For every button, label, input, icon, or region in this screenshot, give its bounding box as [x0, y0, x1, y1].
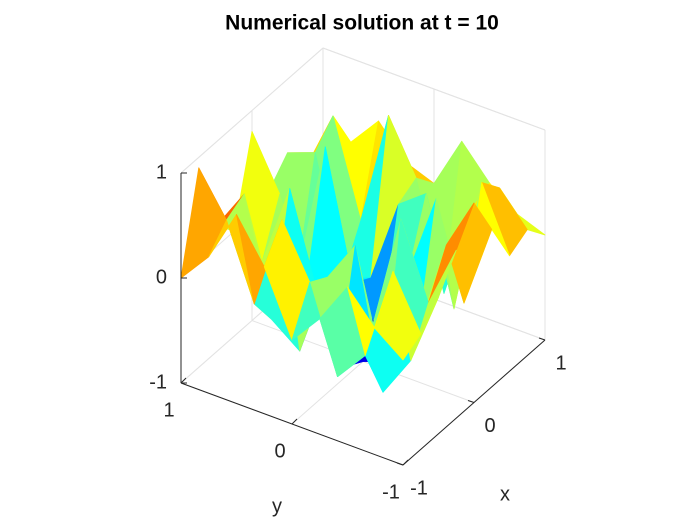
y-tick — [180, 377, 187, 384]
z-tick-label: -1 — [149, 371, 167, 393]
y-axis-label: y — [272, 495, 282, 517]
z-tick-label: 1 — [156, 161, 167, 183]
surface-patch — [180, 167, 227, 279]
x-tick-label: -1 — [410, 477, 428, 499]
y-tick-label: 0 — [274, 440, 285, 462]
chart-title: Numerical solution at t = 10 — [225, 12, 499, 35]
y-tick-label: 1 — [163, 399, 174, 421]
x-tick-label: 1 — [555, 352, 566, 374]
x-tick — [538, 337, 546, 341]
x-axis-label: x — [500, 483, 510, 505]
surface-patch — [374, 270, 422, 361]
x-tick — [467, 400, 475, 403]
y-tick — [402, 459, 409, 466]
surface-layer — [180, 114, 546, 393]
axes-layer: -1 0 1 -1 0 1 -1 0 1 — [149, 161, 566, 503]
y-tick-label: -1 — [382, 481, 400, 503]
z-tick-label: 0 — [156, 266, 167, 288]
y-tick — [291, 418, 298, 425]
x-tick-label: 0 — [484, 415, 495, 437]
x-tick — [396, 462, 404, 466]
